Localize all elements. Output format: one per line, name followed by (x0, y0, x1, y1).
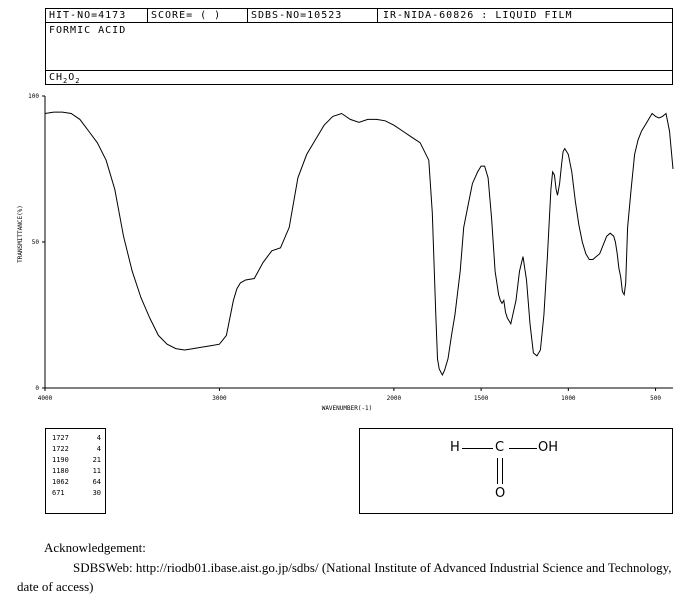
peak-row: 1180 11 (46, 466, 105, 477)
spectrum-header: HIT-NO=4173 SCORE= ( ) SDBS-NO=10523 IR-… (45, 8, 673, 85)
x-axis-label: WAVENUMBER(-1) (322, 405, 373, 412)
peak-row: 671 30 (46, 488, 105, 499)
y-axis-label: TRANSMITTANCE(%) (17, 205, 24, 263)
peak-row: 1722 4 (46, 444, 105, 455)
x-tick-label: 1000 (561, 395, 576, 402)
bond-c-oh (509, 448, 537, 449)
header-divider (147, 9, 148, 23)
x-tick-label: 500 (650, 395, 661, 402)
atom-oh: OH (538, 440, 559, 455)
peak-transmittance: 4 (96, 445, 101, 453)
peak-transmittance: 4 (96, 434, 101, 442)
acknowledgement-title: Acknowledgement: (44, 540, 146, 555)
double-bond-right (502, 458, 503, 484)
chart-ticks: 4000 3000 2000 1500 1000 500 0 50 100 (28, 93, 661, 402)
header-divider (247, 9, 248, 23)
molecular-structure: H C OH O (359, 428, 673, 514)
chart-axes (44, 96, 673, 389)
bond-h-c (462, 448, 493, 449)
compound-name: FORMIC ACID (49, 25, 127, 36)
atom-c: C (495, 440, 505, 455)
score: SCORE= ( ) (151, 10, 222, 21)
peak-table: 1727 4 1722 4 1190 21 1180 11 1062 64 671 30 (45, 428, 106, 514)
peak-row: 1062 64 (46, 477, 105, 488)
x-tick-label: 2000 (387, 395, 402, 402)
y-tick-label: 50 (32, 239, 40, 246)
sdbs-number: SDBS-NO=10523 (251, 10, 343, 21)
peak-transmittance: 21 (92, 456, 101, 464)
y-tick-label: 0 (35, 385, 39, 392)
atom-h: H (450, 440, 460, 455)
peak-wavenumber: 671 (52, 489, 65, 497)
x-tick-label: 4000 (38, 395, 53, 402)
peak-wavenumber: 1062 (52, 478, 69, 486)
molecular-formula: CH2O2 (49, 72, 81, 85)
hit-number: HIT-NO=4173 (49, 10, 127, 21)
atom-o: O (495, 486, 506, 501)
peak-wavenumber: 1180 (52, 467, 69, 475)
measurement-method: IR-NIDA-60826 : LIQUID FILM (383, 10, 573, 21)
x-tick-label: 1500 (474, 395, 489, 402)
x-tick-label: 3000 (212, 395, 227, 402)
peak-wavenumber: 1722 (52, 445, 69, 453)
peak-wavenumber: 1190 (52, 456, 69, 464)
peak-wavenumber: 1727 (52, 434, 69, 442)
formula-divider (46, 70, 672, 71)
peak-transmittance: 64 (92, 478, 101, 486)
peak-row: 1727 4 (46, 433, 105, 444)
header-info-row: HIT-NO=4173 SCORE= ( ) SDBS-NO=10523 IR-… (46, 9, 672, 23)
y-tick-label: 100 (28, 93, 39, 100)
peak-transmittance: 30 (92, 489, 101, 497)
spectrum-line (44, 111, 674, 376)
double-bond-left (497, 458, 498, 484)
peak-row: 1190 21 (46, 455, 105, 466)
acknowledgement-text: SDBSWeb: http://riodb01.ibase.aist.go.jp… (17, 560, 672, 594)
ir-spectrum-chart: 4000 3000 2000 1500 1000 500 0 50 100 WAVENUMBER… (17, 93, 674, 412)
header-divider (377, 9, 378, 23)
peak-transmittance: 11 (92, 467, 101, 475)
